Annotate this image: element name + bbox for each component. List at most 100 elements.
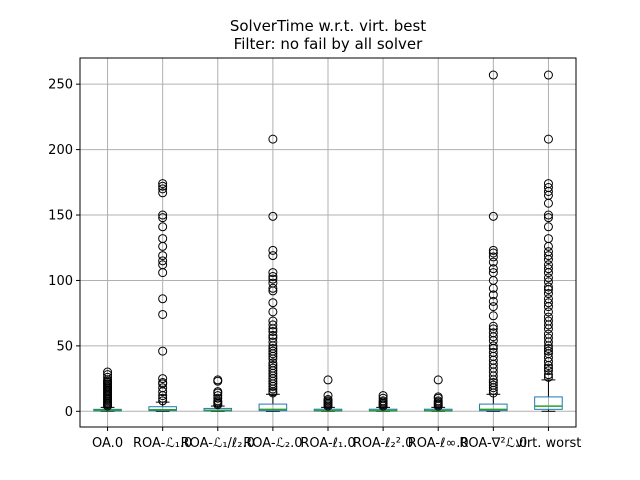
outlier-point — [543, 247, 553, 257]
outlier-point — [488, 70, 498, 80]
outlier-point — [543, 363, 553, 373]
outlier-point — [323, 375, 333, 385]
outlier-point — [543, 251, 553, 261]
outlier-point — [488, 378, 498, 388]
box — [479, 403, 508, 412]
outlier-point — [158, 294, 168, 304]
outlier-point — [543, 134, 553, 144]
outlier-point — [158, 393, 168, 403]
outlier-point — [268, 274, 278, 284]
boxplot — [148, 179, 177, 412]
outlier-point — [158, 346, 168, 356]
outlier-point — [103, 372, 113, 382]
outlier-point — [488, 245, 498, 255]
chart-title: SolverTime w.r.t. virt. best — [230, 17, 426, 35]
chart-subtitle: Filter: no fail by all solver — [234, 35, 423, 53]
outlier-point — [543, 343, 553, 353]
outlier-point — [268, 278, 278, 288]
outlier-point — [158, 374, 168, 384]
boxplot — [203, 375, 233, 412]
outlier-point — [543, 372, 553, 382]
outlier-point — [268, 316, 278, 326]
x-tick-label: ROA-ℓ∞.0 — [408, 436, 469, 451]
outlier-point — [158, 184, 168, 194]
boxplot — [258, 134, 288, 412]
outlier-point — [268, 320, 278, 330]
y-tick-label: 0 — [65, 405, 73, 420]
outlier-point — [543, 179, 553, 189]
x-tick-label: ROA-ℒ₁/ℓ₂.0 — [181, 436, 255, 451]
outlier-point — [323, 391, 333, 401]
outlier-point — [268, 326, 278, 336]
outlier-point — [488, 268, 498, 278]
y-tick-label: 100 — [48, 274, 73, 289]
outlier-point — [543, 316, 553, 326]
outlier-point — [268, 363, 278, 373]
outlier-point — [543, 183, 553, 193]
outlier-point — [268, 346, 278, 356]
outlier-point — [488, 290, 498, 300]
outlier-point — [213, 393, 223, 403]
outlier-point — [488, 252, 498, 262]
x-tick-label: ROA-ℒ₁.0 — [133, 436, 192, 451]
boxplot — [423, 375, 453, 412]
outlier-point — [488, 347, 498, 357]
y-tick-label: 150 — [48, 209, 73, 224]
outlier-point — [158, 181, 168, 191]
outlier-point — [268, 272, 278, 282]
outlier-point — [433, 396, 443, 406]
outlier-point — [488, 211, 498, 221]
boxplot — [534, 70, 563, 412]
x-tick-label: ROA-ℓ₁.0 — [300, 436, 355, 451]
outlier-point — [543, 294, 553, 304]
outlier-point — [158, 256, 168, 266]
boxplot — [479, 70, 508, 412]
outlier-point — [543, 298, 553, 308]
outlier-point — [268, 333, 278, 343]
outlier-point — [488, 380, 498, 390]
outlier-point — [378, 393, 388, 403]
boxes — [93, 70, 563, 412]
box — [534, 396, 563, 410]
outlier-point — [543, 213, 553, 223]
outlier-point — [543, 277, 553, 287]
boxplot — [368, 391, 398, 412]
outlier-point — [488, 321, 498, 331]
outlier-point — [323, 395, 333, 405]
outlier-point — [268, 134, 278, 144]
y-tick-label: 50 — [56, 339, 73, 354]
outlier-point — [488, 311, 498, 321]
outlier-point — [543, 282, 553, 292]
outlier-point — [268, 361, 278, 370]
outlier-point — [488, 302, 498, 312]
outlier-point — [158, 383, 168, 393]
outlier-point — [268, 337, 278, 347]
outlier-point — [543, 273, 553, 283]
outlier-point — [543, 222, 553, 232]
outlier-point — [213, 375, 223, 385]
outlier-point — [488, 264, 498, 274]
outlier-point — [488, 328, 498, 338]
y-tick-label: 250 — [48, 78, 73, 93]
outlier-point — [488, 324, 498, 334]
outlier-point — [268, 245, 278, 255]
outlier-point — [543, 234, 553, 244]
outlier-point — [488, 296, 498, 306]
outlier-point — [103, 367, 113, 377]
outlier-point — [543, 70, 553, 80]
outlier-point — [543, 210, 553, 220]
y-tick-label: 200 — [48, 143, 73, 158]
box — [148, 406, 177, 412]
boxplot — [313, 375, 343, 412]
outlier-point — [488, 257, 498, 267]
outlier-point — [543, 312, 553, 322]
outlier-point — [268, 343, 278, 353]
outlier-point — [158, 251, 168, 261]
outlier-point — [268, 251, 278, 261]
outlier-point — [158, 378, 168, 388]
x-tick-label: OA.0 — [92, 436, 123, 451]
outlier-point — [543, 264, 553, 274]
outlier-point — [158, 234, 168, 244]
outlier-point — [268, 268, 278, 278]
